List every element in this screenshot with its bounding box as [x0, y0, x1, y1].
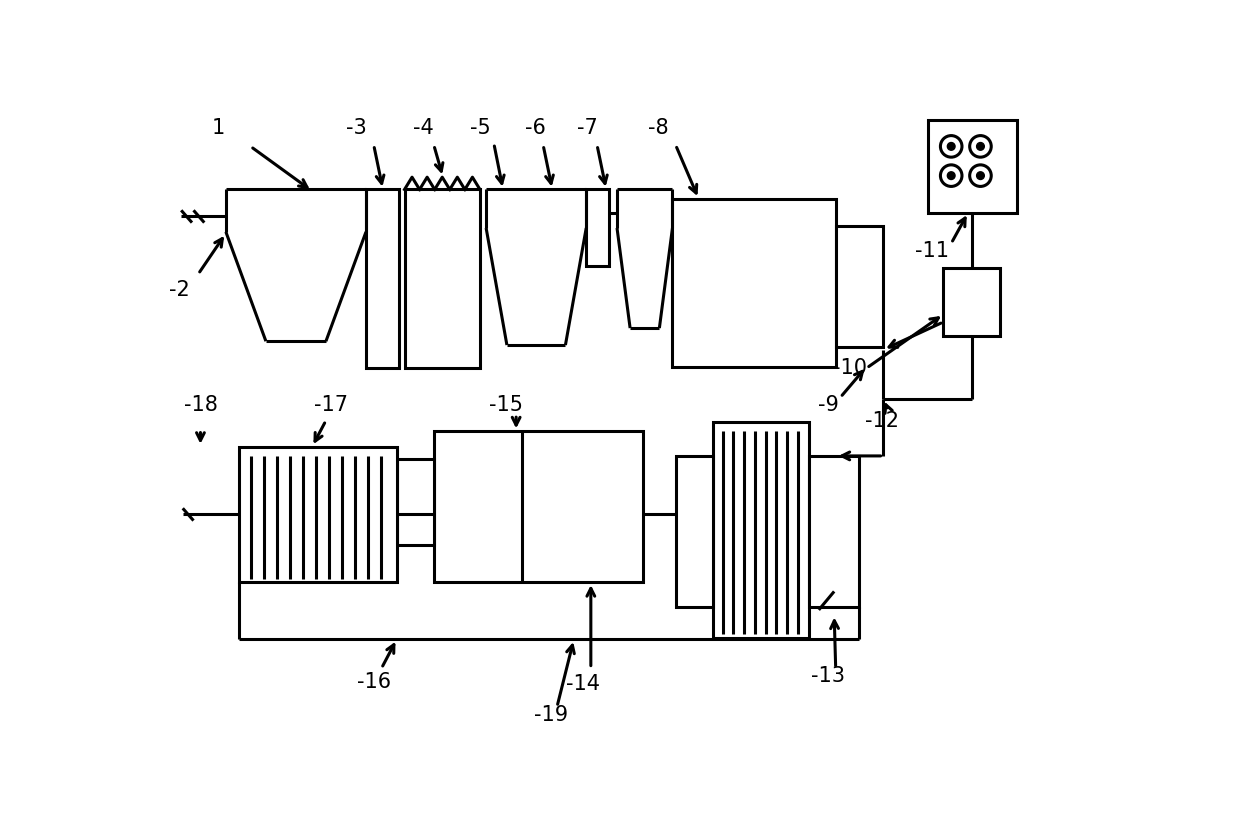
Text: -12: -12	[866, 410, 899, 431]
Text: -19: -19	[533, 704, 568, 725]
Bar	[836, 226, 883, 348]
Bar	[239, 446, 397, 582]
Bar	[944, 268, 1001, 336]
Text: -10: -10	[832, 358, 867, 378]
Circle shape	[977, 142, 985, 150]
Text: -7: -7	[578, 118, 598, 138]
Bar	[672, 199, 836, 367]
Bar	[713, 422, 808, 638]
Bar	[397, 459, 434, 545]
Text: 1: 1	[212, 118, 224, 138]
Text: -8: -8	[649, 118, 668, 138]
Bar	[808, 456, 859, 607]
Bar	[366, 190, 399, 368]
Text: -3: -3	[346, 118, 367, 138]
Text: -9: -9	[817, 395, 838, 415]
Text: -5: -5	[470, 118, 490, 138]
Text: -11: -11	[915, 241, 949, 261]
Bar	[676, 456, 713, 607]
Bar	[928, 120, 1017, 213]
Bar	[404, 190, 480, 368]
Text: -18: -18	[184, 395, 217, 415]
Circle shape	[947, 172, 955, 179]
Text: -16: -16	[357, 672, 391, 692]
Text: -2: -2	[170, 279, 190, 299]
Circle shape	[947, 142, 955, 150]
Text: -15: -15	[489, 395, 523, 415]
Text: -4: -4	[413, 118, 434, 138]
Text: -17: -17	[314, 395, 347, 415]
Circle shape	[977, 172, 985, 179]
Bar	[587, 190, 609, 266]
Text: -6: -6	[525, 118, 546, 138]
Text: -13: -13	[811, 666, 844, 686]
Text: -14: -14	[567, 674, 600, 694]
Bar	[434, 432, 644, 582]
